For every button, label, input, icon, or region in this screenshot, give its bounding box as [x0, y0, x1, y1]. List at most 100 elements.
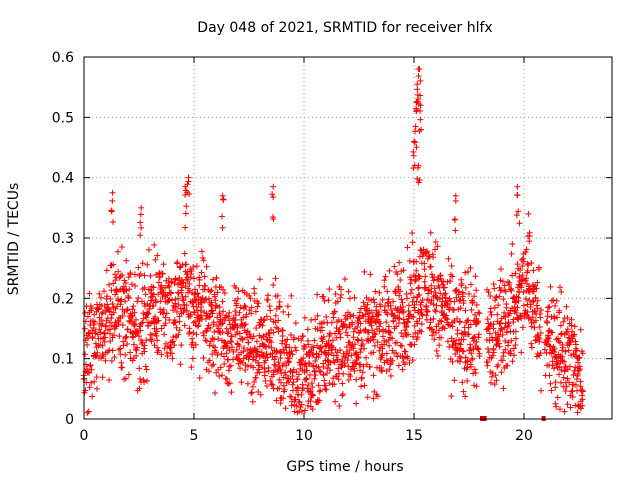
data-point [123, 307, 130, 314]
data-point [153, 271, 160, 278]
data-point [144, 311, 151, 318]
data-point [445, 255, 452, 262]
data-point [487, 293, 494, 300]
data-point [251, 285, 258, 292]
data-point [155, 317, 162, 324]
data-point [209, 307, 216, 314]
data-point [425, 252, 432, 259]
data-point [323, 386, 330, 393]
data-point [433, 329, 440, 336]
data-point [428, 282, 435, 289]
data-point [467, 321, 474, 328]
data-point [141, 379, 148, 386]
data-point [104, 293, 111, 300]
data-point [413, 298, 420, 305]
data-point [350, 345, 357, 352]
data-point [220, 286, 227, 293]
data-point [438, 334, 445, 341]
data-point [337, 330, 344, 337]
data-point [495, 361, 502, 368]
data-point [464, 364, 471, 371]
data-point [141, 272, 148, 279]
data-point [86, 330, 93, 337]
data-point [96, 290, 103, 297]
data-point [246, 292, 253, 299]
data-point [547, 380, 554, 387]
data-point [413, 107, 420, 114]
data-point [152, 313, 159, 320]
data-point [154, 317, 161, 324]
data-point [143, 314, 150, 321]
data-point [212, 297, 219, 304]
data-point [332, 398, 339, 405]
data-point [341, 359, 348, 366]
data-point [438, 318, 445, 325]
data-point [120, 342, 127, 349]
data-point [101, 288, 108, 295]
data-point [502, 338, 509, 345]
data-point [421, 285, 428, 292]
data-point [175, 301, 182, 308]
data-point [221, 290, 228, 297]
data-point [117, 345, 124, 352]
data-point [458, 355, 465, 362]
data-point [337, 334, 344, 341]
data-point [467, 281, 474, 288]
data-point [219, 224, 226, 231]
data-point [264, 354, 271, 361]
data-point [387, 329, 394, 336]
data-point [255, 359, 262, 366]
data-point [275, 359, 282, 366]
data-point [358, 374, 365, 381]
data-point [277, 366, 284, 373]
data-point [271, 361, 278, 368]
data-point [261, 316, 268, 323]
data-point [427, 229, 434, 236]
data-point [177, 305, 184, 312]
data-point [139, 319, 146, 326]
data-point [185, 178, 192, 185]
data-point [90, 325, 97, 332]
data-point [557, 284, 564, 291]
data-point [200, 257, 207, 264]
data-point [131, 321, 138, 328]
data-point [171, 280, 178, 287]
data-point [416, 66, 423, 73]
data-point [570, 372, 577, 379]
data-point [263, 313, 270, 320]
data-point [202, 296, 209, 303]
data-point [87, 362, 94, 369]
data-point [385, 323, 392, 330]
data-point [333, 352, 340, 359]
data-point [339, 391, 346, 398]
data-point [550, 297, 557, 304]
data-point [376, 289, 383, 296]
data-point [228, 339, 235, 346]
data-point [232, 316, 239, 323]
data-point [114, 248, 121, 255]
data-point [494, 311, 501, 318]
data-point [552, 379, 559, 386]
data-point [516, 220, 523, 227]
data-point [111, 332, 118, 339]
data-point [251, 344, 258, 351]
data-point [386, 342, 393, 349]
data-point [429, 332, 436, 339]
data-point [243, 311, 250, 318]
data-point [495, 333, 502, 340]
data-point [285, 311, 292, 318]
data-point [344, 357, 351, 364]
data-point [142, 363, 149, 370]
data-point [497, 266, 504, 273]
data-point [330, 358, 337, 365]
data-point [186, 280, 193, 287]
data-point [559, 347, 566, 354]
data-point [427, 263, 434, 270]
data-point [320, 363, 327, 370]
data-point [370, 296, 377, 303]
data-point [304, 385, 311, 392]
data-point [168, 350, 175, 357]
data-point [475, 309, 482, 316]
data-point [354, 323, 361, 330]
data-point [374, 393, 381, 400]
